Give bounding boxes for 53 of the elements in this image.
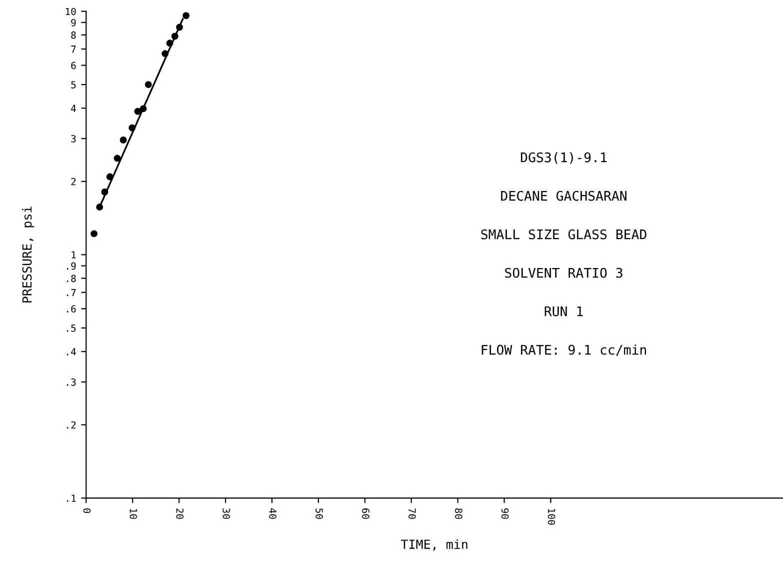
y-tick-label: 2 xyxy=(71,178,76,186)
y-tick-label: .6 xyxy=(67,305,76,313)
x-tick-label: 100 xyxy=(548,508,556,525)
x-tick-label: 30 xyxy=(222,508,230,519)
y-tick-label: .4 xyxy=(67,348,76,356)
y-tick-label: .9 xyxy=(67,262,76,270)
x-tick-label: 20 xyxy=(176,508,184,519)
y-tick-label: 6 xyxy=(71,62,76,70)
annotation: DGS3(1)-9.1 xyxy=(520,152,607,164)
y-tick-label: 3 xyxy=(71,135,76,142)
point xyxy=(162,50,169,58)
point xyxy=(166,40,174,47)
point xyxy=(144,81,152,88)
x-axis-title: TIME, min xyxy=(400,539,468,551)
point xyxy=(128,124,136,132)
annotation: RUN 1 xyxy=(544,306,583,316)
point xyxy=(134,108,142,115)
y-tick-label: .7 xyxy=(67,289,76,296)
point xyxy=(182,12,190,20)
point xyxy=(114,154,121,162)
annotation: SMALL SIZE GLASS BEAD xyxy=(481,229,646,240)
point xyxy=(90,230,98,238)
y-tick-label: .3 xyxy=(67,378,76,386)
point xyxy=(176,24,183,31)
x-tick-label: 0 xyxy=(83,508,91,514)
annotation: SOLVENT RATIO 3 xyxy=(505,268,622,278)
point xyxy=(96,204,104,210)
y-tick-label: 5 xyxy=(71,81,76,88)
point xyxy=(106,173,114,180)
x-tick-label: 60 xyxy=(362,508,370,519)
y-tick-label: .2 xyxy=(67,421,76,429)
point xyxy=(140,105,147,112)
point xyxy=(171,32,178,40)
y-tick-label: 1 xyxy=(72,251,76,258)
x-tick-label: 90 xyxy=(501,508,509,519)
point xyxy=(120,136,127,144)
y-tick-label: .8 xyxy=(67,274,76,282)
y-tick-label: 9 xyxy=(71,18,76,26)
y-tick-label: 4 xyxy=(71,104,76,112)
annotation: DECANE GACHSARAN xyxy=(501,190,626,201)
x-tick-label: 50 xyxy=(316,508,323,519)
annotation: FLOW RATE: 9.1 cc/min xyxy=(482,344,646,356)
point xyxy=(101,188,108,196)
x-tick-label: 70 xyxy=(408,508,416,519)
y-tick-label: .1 xyxy=(67,494,76,502)
y-tick-label: 7 xyxy=(71,46,76,53)
x-tick-label: 10 xyxy=(130,508,138,519)
x-tick-label: 80 xyxy=(454,508,462,519)
y-tick-label: 8 xyxy=(71,31,76,39)
y-tick-label: 10 xyxy=(66,8,76,16)
x-tick-label: 40 xyxy=(269,508,276,519)
y-tick-label: .5 xyxy=(67,324,76,332)
y-axis-title: PRESSURE, psi xyxy=(22,206,34,302)
